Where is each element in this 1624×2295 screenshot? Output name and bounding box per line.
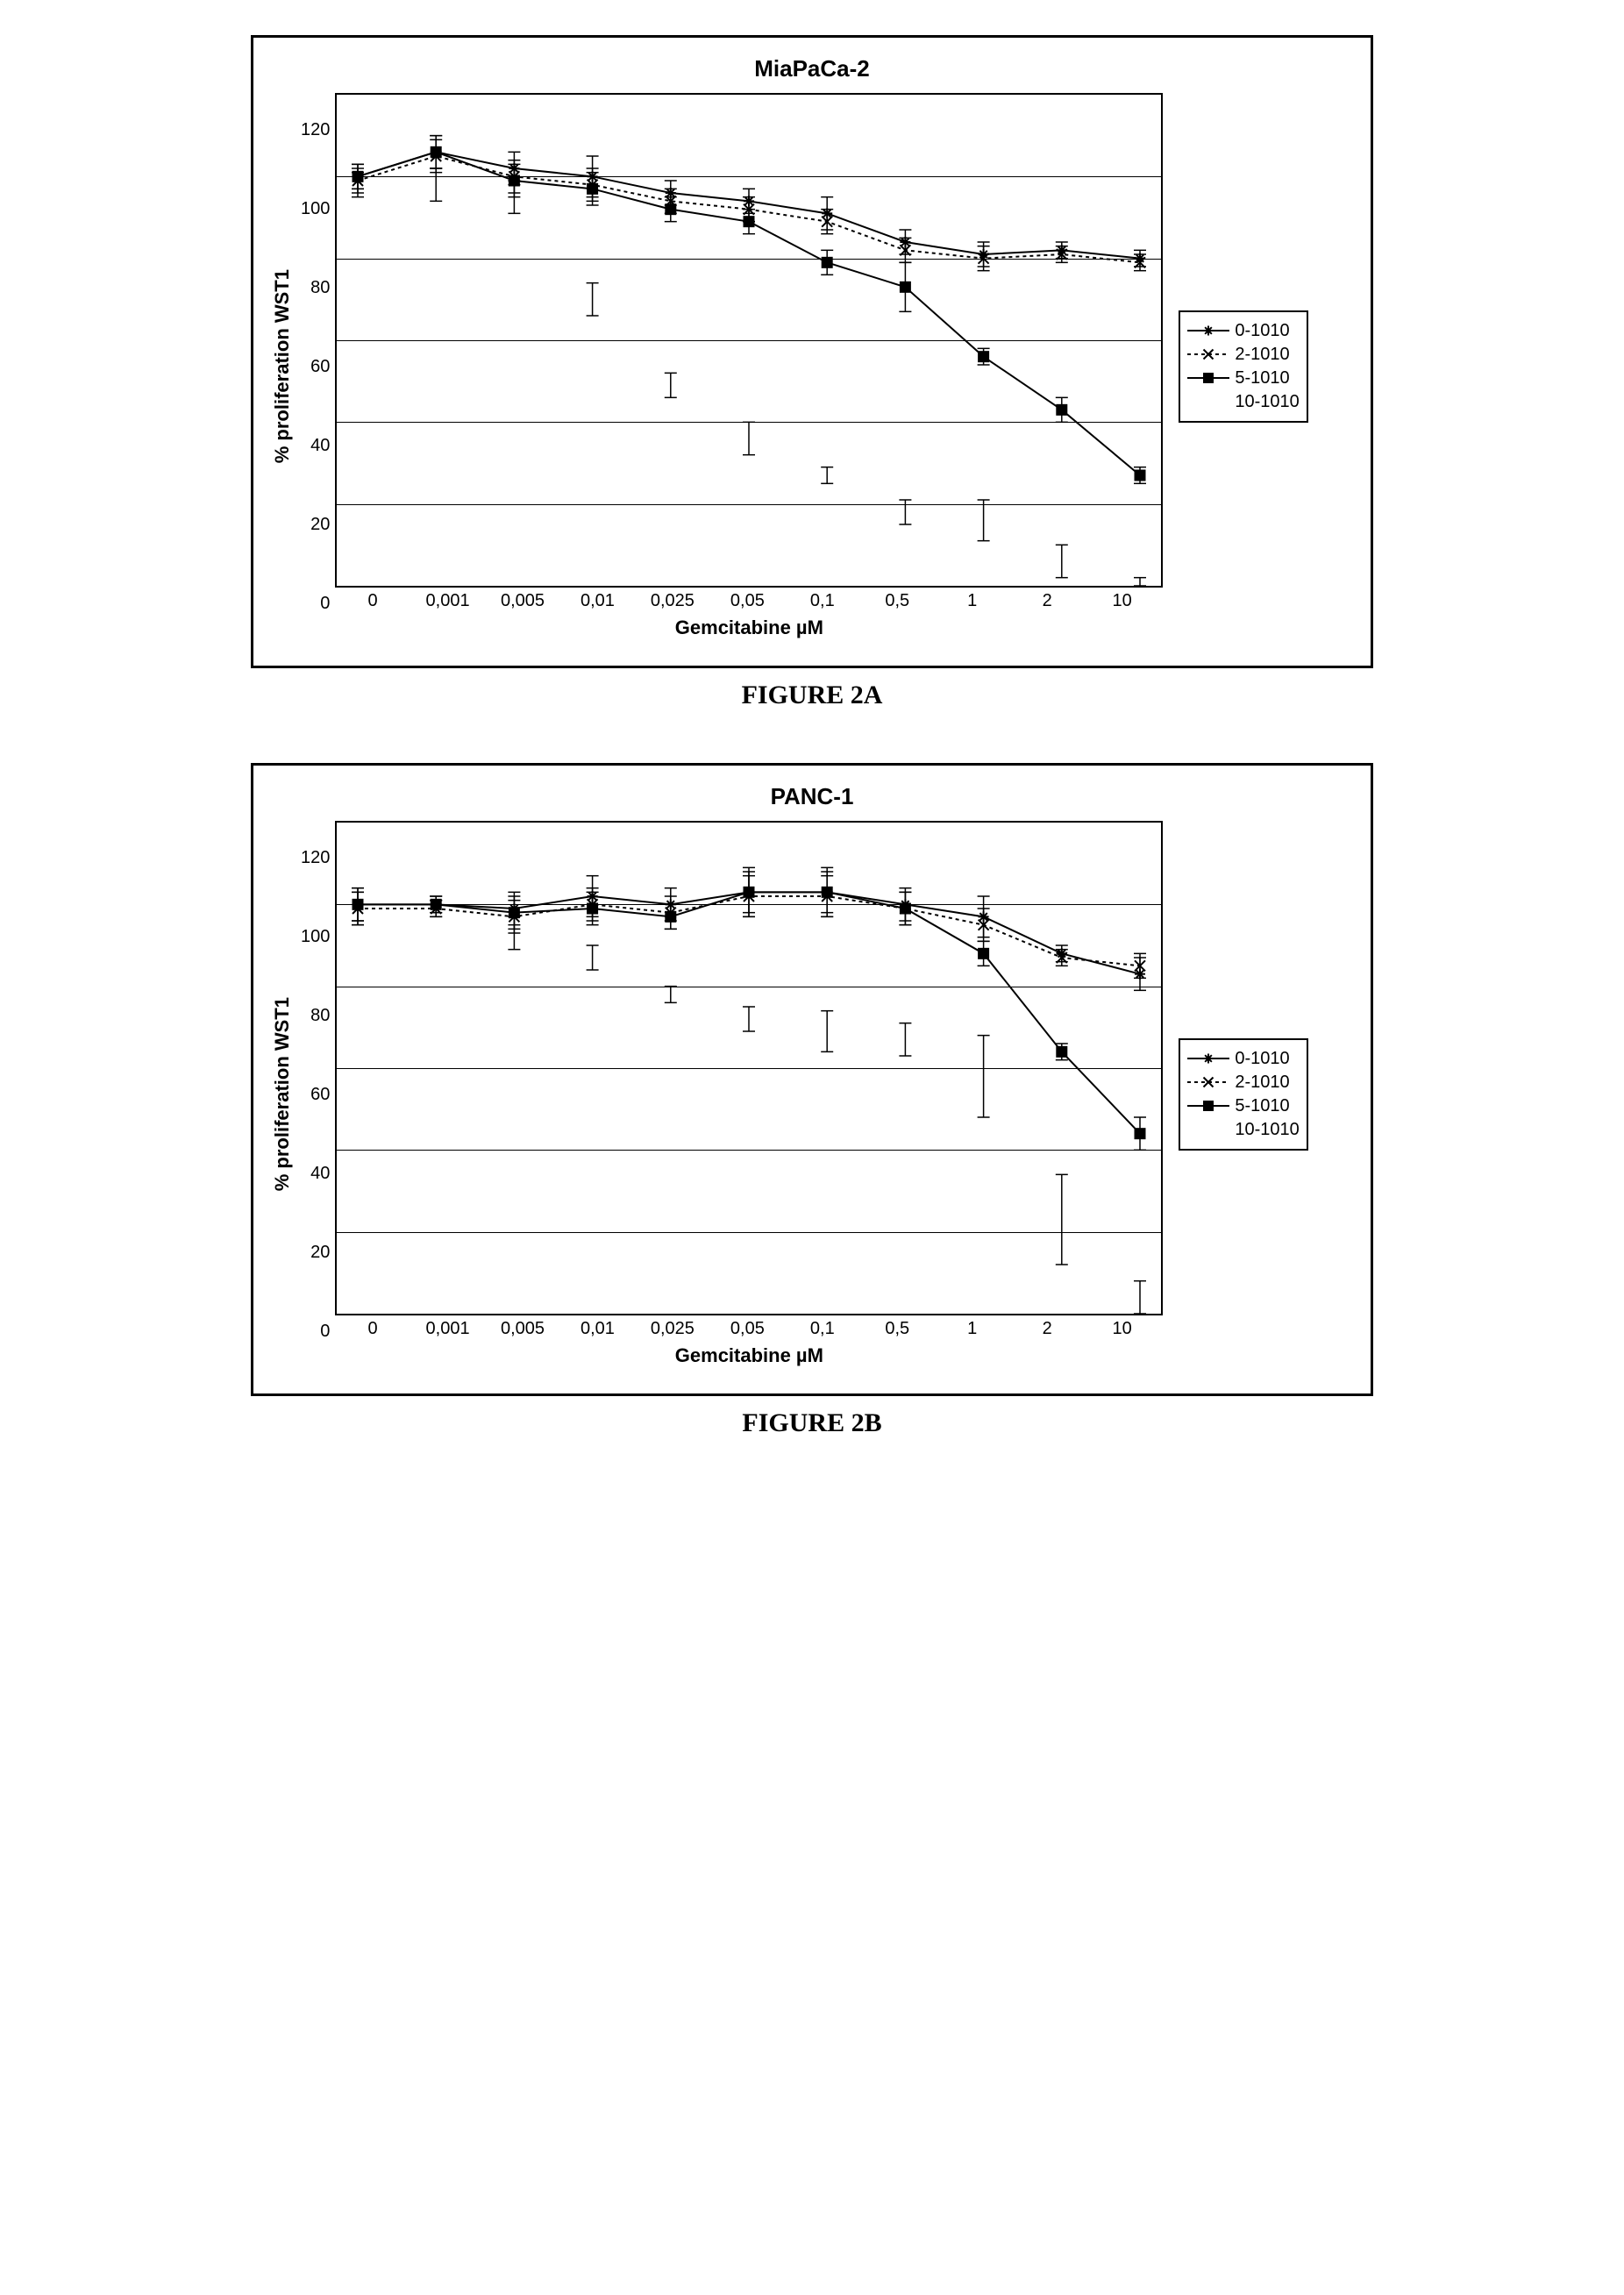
ytick: 40 <box>310 1165 330 1182</box>
ytick: 0 <box>320 1322 330 1340</box>
legend: 0-1010 2-1010 5-1010 10-1010 <box>1179 1038 1307 1151</box>
xtick: 0,5 <box>860 591 935 611</box>
legend: 0-1010 2-1010 5-1010 10-1010 <box>1179 310 1307 423</box>
xtick: 10 <box>1085 591 1159 611</box>
figure-fig2a: MiaPaCa-2 % proliferation WST1 120100806… <box>251 35 1373 710</box>
x-axis-label: Gemcitabine µM <box>335 617 1163 639</box>
chart-title: MiaPaCa-2 <box>271 55 1353 82</box>
legend-label: 0-1010 <box>1235 321 1289 341</box>
legend-item: 5-1010 <box>1187 368 1299 388</box>
legend-item: 2-1010 <box>1187 1073 1299 1093</box>
ytick: 100 <box>301 200 330 217</box>
ytick: 20 <box>310 1244 330 1261</box>
xtick: 0,01 <box>560 1319 635 1339</box>
legend-label: 2-1010 <box>1235 345 1289 365</box>
xtick: 0,005 <box>485 591 559 611</box>
ytick: 60 <box>310 1086 330 1103</box>
xtick: 0 <box>335 1319 410 1339</box>
legend-swatch <box>1187 323 1229 339</box>
xtick: 2 <box>1009 1319 1084 1339</box>
xtick: 0,005 <box>485 1319 559 1339</box>
x-ticks: 00,0010,0050,010,0250,050,10,51210 <box>335 1319 1159 1339</box>
legend-swatch <box>1187 1051 1229 1066</box>
xtick: 0,025 <box>635 591 709 611</box>
y-axis-label: % proliferation WST1 <box>271 269 294 463</box>
x-ticks: 00,0010,0050,010,0250,050,10,51210 <box>335 591 1159 611</box>
legend-item: 0-1010 <box>1187 1049 1299 1069</box>
ytick: 0 <box>320 595 330 612</box>
xtick: 1 <box>935 1319 1009 1339</box>
legend-swatch <box>1187 346 1229 362</box>
legend-item: 2-1010 <box>1187 345 1299 365</box>
ytick: 60 <box>310 358 330 375</box>
legend-item: 0-1010 <box>1187 321 1299 341</box>
legend-label: 10-1010 <box>1235 1120 1299 1140</box>
chart-frame: PANC-1 % proliferation WST1 120100806040… <box>251 763 1373 1396</box>
xtick: 0,05 <box>710 1319 785 1339</box>
chart-title: PANC-1 <box>271 783 1353 810</box>
legend-swatch <box>1187 1122 1229 1137</box>
legend-item: 10-1010 <box>1187 1120 1299 1140</box>
legend-item: 5-1010 <box>1187 1096 1299 1116</box>
ytick: 80 <box>310 279 330 296</box>
legend-swatch <box>1187 1074 1229 1090</box>
figure-fig2b: PANC-1 % proliferation WST1 120100806040… <box>251 763 1373 1438</box>
legend-item: 10-1010 <box>1187 392 1299 412</box>
xtick: 0,5 <box>860 1319 935 1339</box>
xtick: 0,025 <box>635 1319 709 1339</box>
x-axis-label: Gemcitabine µM <box>335 1344 1163 1367</box>
xtick: 0,001 <box>410 591 485 611</box>
xtick: 0,001 <box>410 1319 485 1339</box>
ytick: 20 <box>310 516 330 533</box>
xtick: 0,01 <box>560 591 635 611</box>
xtick: 1 <box>935 591 1009 611</box>
legend-label: 10-1010 <box>1235 392 1299 412</box>
y-ticks: 120 100 80 60 40 20 0 <box>301 121 335 612</box>
xtick: 0,1 <box>785 591 859 611</box>
chart-frame: MiaPaCa-2 % proliferation WST1 120100806… <box>251 35 1373 668</box>
ytick: 80 <box>310 1007 330 1024</box>
legend-swatch <box>1187 1098 1229 1114</box>
y-ticks: 120 100 80 60 40 20 0 <box>301 849 335 1340</box>
xtick: 0,05 <box>710 591 785 611</box>
legend-label: 5-1010 <box>1235 368 1289 388</box>
ytick: 40 <box>310 437 330 454</box>
ytick: 100 <box>301 928 330 945</box>
plot-area <box>335 821 1163 1315</box>
xtick: 2 <box>1009 591 1084 611</box>
y-axis-label: % proliferation WST1 <box>271 997 294 1191</box>
legend-label: 5-1010 <box>1235 1096 1289 1116</box>
figure-caption: FIGURE 2B <box>251 1408 1373 1438</box>
ytick: 120 <box>301 121 330 139</box>
xtick: 10 <box>1085 1319 1159 1339</box>
xtick: 0,1 <box>785 1319 859 1339</box>
legend-label: 0-1010 <box>1235 1049 1289 1069</box>
legend-swatch <box>1187 370 1229 386</box>
plot-area <box>335 93 1163 588</box>
xtick: 0 <box>335 591 410 611</box>
figure-caption: FIGURE 2A <box>251 681 1373 710</box>
legend-label: 2-1010 <box>1235 1073 1289 1093</box>
ytick: 120 <box>301 849 330 866</box>
legend-swatch <box>1187 394 1229 410</box>
